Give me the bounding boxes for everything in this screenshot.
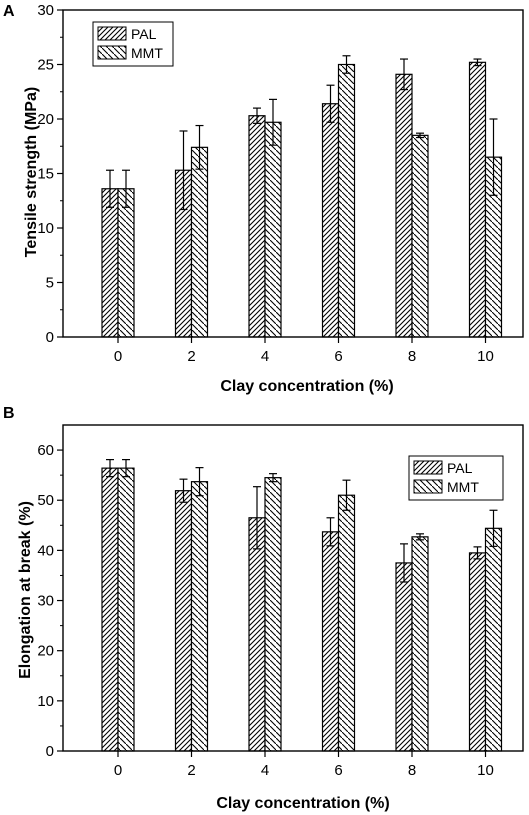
chart-b-bar-mmt [117,467,135,752]
chart-b-legend-label-mmt: MMT [447,479,479,495]
chart-b-y-tick-label: 20 [37,643,54,660]
chart-b-y-tick-label: 10 [37,693,54,710]
chart-a-y-axis-title: Tensile strength (MPa) [23,87,40,257]
chart-a-plot-frame [62,9,524,338]
panel-letter-b: B [3,405,15,422]
chart-a-y-tick-label: 25 [37,57,54,74]
chart-b-legend-swatch-pal [413,460,443,475]
chart-b-plot-group: 0 10 20 30 40 50 60 0 2 4 6 8 10 PAL MMT [37,424,524,779]
chart-a-x-tick-label: 4 [261,348,269,365]
chart-a-x-tick-label: 2 [187,348,195,365]
chart-b-bar-mmt [411,536,429,752]
chart-b-y-tick-label: 30 [37,593,54,610]
panel-letter-a: A [3,3,15,20]
chart-b-x-tick-label: 4 [261,762,269,779]
chart-b-bar-mmt [264,477,282,752]
chart-panel-a: A 0 5 10 15 20 25 30 0 2 4 6 8 10 PAL MMT Clay concent… [3,2,524,395]
chart-b-bar-pal [101,467,119,752]
chart-b-bar-mmt [337,494,356,752]
chart-a-y-tick-label: 20 [37,111,54,128]
chart-a-y-tick-label: 30 [37,2,54,19]
chart-a-bar-pal [468,61,487,338]
chart-b-bar-pal [395,562,413,752]
chart-a-y-tick-label: 10 [37,220,54,237]
chart-a-bar-pal [101,188,119,338]
chart-b-bar-mmt [190,481,209,752]
chart-b-x-tick-label: 2 [187,762,195,779]
chart-a-legend-label-mmt: MMT [131,45,163,61]
chart-b-plot-frame [62,424,524,752]
chart-b-y-tick-label: 50 [37,492,54,509]
chart-b-legend-label-pal: PAL [447,460,473,476]
chart-a-y-tick-label: 15 [37,166,54,183]
chart-b-y-tick-label: 0 [46,743,54,760]
chart-a-x-tick-label: 8 [408,348,416,365]
chart-a-plot-group: 0 5 10 15 20 25 30 0 2 4 6 8 10 PAL MMT [37,2,524,365]
chart-a-legend-label-pal: PAL [131,26,157,42]
chart-a-bar-mmt [264,121,282,338]
chart-panel-b: B 0 10 20 30 40 50 60 0 2 4 6 8 10 PAL MMT Clay concen… [3,405,524,812]
chart-b-bar-pal [468,552,487,752]
chart-a-bar-pal [395,73,413,338]
chart-b-bar-pal [248,517,266,752]
chart-b-bar-pal [321,531,340,752]
chart-a-x-tick-label: 10 [477,348,494,365]
chart-a-legend-swatch-mmt [97,45,127,60]
chart-a-bar-mmt [117,188,135,338]
chart-b-y-tick-label: 40 [37,542,54,559]
chart-a-x-axis-title: Clay concentration (%) [220,378,393,395]
chart-a-legend-swatch-pal [97,26,127,41]
chart-b-x-tick-label: 6 [334,762,342,779]
chart-a-bar-mmt [337,63,356,338]
chart-b-legend-swatch-mmt [413,479,443,494]
chart-a-y-tick-label: 0 [46,329,54,346]
chart-b-y-tick-label: 60 [37,442,54,459]
chart-b-x-tick-label: 0 [114,762,122,779]
chart-a-x-tick-label: 0 [114,348,122,365]
chart-a-bar-pal [321,103,340,338]
chart-b-x-tick-label: 10 [477,762,494,779]
chart-a-x-tick-label: 6 [334,348,342,365]
chart-a-bar-mmt [190,146,209,338]
chart-b-x-tick-label: 8 [408,762,416,779]
chart-a-y-tick-label: 5 [46,275,54,292]
chart-b-bar-mmt [484,527,503,752]
chart-a-bar-pal [248,115,266,338]
chart-b-bar-pal [174,490,193,752]
chart-a-bar-mmt [411,134,429,338]
chart-b-x-axis-title: Clay concentration (%) [216,795,389,812]
chart-b-y-axis-title: Elongation at break (%) [17,501,34,679]
